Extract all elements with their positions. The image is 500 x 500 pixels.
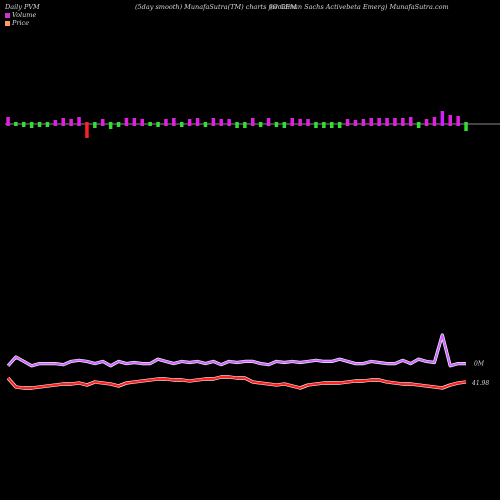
- legend-item-price: Price: [5, 19, 36, 27]
- volume-bar: [306, 119, 310, 126]
- volume-bar: [401, 118, 405, 126]
- header-center: (5day smooth) MunafaSutra(TM) charts for…: [135, 3, 297, 11]
- volume-line: [7, 334, 466, 367]
- volume-bar: [337, 122, 342, 128]
- volume-bar: [45, 122, 50, 127]
- volume-bar: [85, 122, 89, 138]
- volume-bar: [219, 119, 223, 126]
- volume-bar: [409, 117, 413, 126]
- volume-bar: [203, 122, 208, 127]
- volume-bar: [37, 122, 42, 127]
- volume-bar: [361, 119, 366, 126]
- volume-bar: [298, 119, 302, 126]
- volume-bar: [93, 122, 97, 128]
- volume-bar: [456, 116, 460, 126]
- volume-bar: [243, 122, 247, 128]
- legend-swatch-volume: [5, 12, 10, 18]
- price-line: [7, 375, 467, 390]
- volume-bar: [116, 122, 121, 127]
- volume-bar: [180, 122, 184, 127]
- volume-bar: [424, 119, 429, 126]
- legend: Volume Price: [5, 11, 36, 27]
- volume-bar: [77, 117, 81, 126]
- volume-bar: [353, 120, 358, 126]
- volume-bar: [187, 119, 192, 126]
- volume-bar: [440, 111, 445, 126]
- volume-bar: [53, 120, 58, 126]
- volume-bar: [227, 119, 231, 126]
- volume-bar: [282, 122, 287, 128]
- volume-bar: [124, 118, 129, 126]
- volume-bar: [211, 118, 216, 126]
- volume-bar: [416, 122, 421, 128]
- volume-bar: [172, 118, 176, 126]
- volume-bar: [22, 122, 26, 127]
- legend-label-volume: Volume: [12, 11, 37, 19]
- volume-bar: [108, 122, 113, 129]
- volume-bar: [61, 118, 65, 126]
- price-end-label: 41.98: [471, 380, 489, 387]
- volume-bar: [258, 122, 263, 127]
- volume-bar: [330, 122, 334, 128]
- volume-bar: [6, 117, 10, 126]
- legend-label-price: Price: [12, 19, 30, 27]
- volume-bar: [432, 117, 437, 126]
- volume-bar: [377, 118, 381, 126]
- volume-bar: [29, 122, 34, 128]
- volume-bar: [274, 122, 279, 127]
- legend-item-volume: Volume: [5, 11, 36, 19]
- header-right: (Goldman Sachs Activebeta Emerg) MunafaS…: [270, 3, 449, 11]
- volume-end-label: 0M: [474, 361, 485, 368]
- volume-bar: [156, 122, 160, 127]
- volume-bar: [322, 122, 326, 128]
- legend-swatch-price: [5, 20, 10, 26]
- volume-bar: [464, 122, 468, 131]
- volume-bar: [251, 118, 255, 126]
- volume-bar: [393, 118, 397, 126]
- volume-bar: [195, 118, 200, 126]
- volume-bar: [69, 119, 73, 126]
- volume-bar: [266, 118, 271, 126]
- volume-bar: [290, 118, 294, 126]
- volume-bar: [448, 115, 452, 126]
- volume-bar: [235, 122, 239, 128]
- volume-bar: [14, 122, 18, 126]
- volume-bar: [345, 119, 350, 126]
- volume-bar: [369, 118, 373, 126]
- volume-bar: [140, 119, 144, 126]
- volume-bar: [148, 122, 152, 126]
- header-left: Daily PVM: [5, 3, 40, 11]
- volume-bar: [314, 122, 318, 128]
- volume-bar: [132, 118, 137, 126]
- volume-bar: [385, 118, 389, 126]
- volume-bar: [101, 119, 105, 126]
- volume-bar: [164, 119, 168, 126]
